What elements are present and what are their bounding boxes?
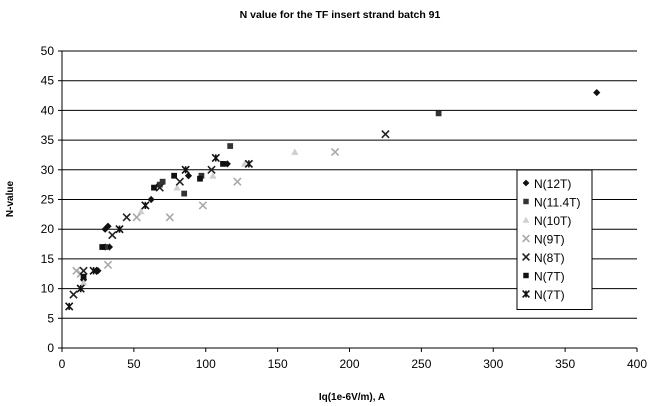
legend-marker [522,179,530,187]
data-point [79,266,88,275]
data-point [65,302,74,311]
data-point [151,184,157,191]
data-point [244,159,254,169]
data-point [220,160,226,167]
data-point [122,213,131,222]
data-point [104,222,112,230]
x-tick-label: 150 [268,357,288,371]
legend-box [516,169,593,310]
legend-label: N(10T) [534,214,571,228]
legend-marker [523,198,529,205]
x-tick-label: 350 [555,357,575,371]
tick-labels: 0 5 10 15 20 25 30 35 40 45 50 0 50 100 150 200 250 300 35… [41,44,648,371]
y-tick-label: 30 [41,163,55,177]
y-tick-label: 50 [41,44,55,58]
legend-marker [522,234,530,243]
y-tick-label: 0 [47,341,54,355]
data-point [108,230,117,240]
data-point [115,225,124,234]
legend-marker [522,253,530,261]
axes [58,50,638,352]
data-point [80,273,87,280]
series-2 [79,148,299,286]
data-point [381,129,390,139]
data-point [173,184,181,191]
data-point [198,172,205,179]
y-tick-label: 10 [41,282,55,296]
y-tick-label: 45 [41,74,55,88]
data-point [207,165,216,174]
legend: N(12T) N(11.4T) N(10T) N(9T) N(8T) N(7T) N(7T) [516,169,593,310]
legend-marker [522,216,530,223]
data-point [227,143,234,149]
legend-label: N(7T) [534,270,565,284]
data-point [89,266,98,275]
data-point [197,175,203,182]
data-point [171,172,178,179]
data-point [233,177,242,186]
chart-title: N value for the TF insert strand batch 9… [240,9,441,21]
data-point [240,160,249,167]
data-point [211,153,220,163]
data-point [72,266,81,275]
y-tick-label: 25 [41,193,55,207]
grid [62,50,637,349]
y-tick-label: 5 [47,311,54,325]
x-tick-label: 100 [196,357,216,371]
data-point [593,88,601,97]
series-6 [65,153,254,311]
data-point [435,110,442,117]
data-point [103,260,113,270]
data-point [198,201,208,210]
series-4 [69,129,390,299]
data-point [175,177,185,186]
data-point [94,267,102,275]
data-point [159,178,166,185]
x-tick-label: 200 [339,357,359,371]
data-points [65,88,601,311]
legend-label: N(11.4T) [534,196,580,210]
data-point [330,147,340,157]
data-point [141,201,150,210]
data-point [137,207,145,215]
legend-marker [523,272,529,279]
x-tick-label: 50 [127,357,141,371]
y-tick-label: 40 [41,103,55,117]
data-point [99,244,106,250]
legend-label: N(12T) [534,177,571,191]
x-tick-label: 250 [411,357,431,371]
y-axis-label: N-value [5,181,16,218]
y-tick-label: 20 [41,222,55,236]
series-3 [72,147,340,278]
x-tick-label: 400 [627,357,647,371]
data-point [76,284,85,293]
data-point [132,213,141,222]
data-point [209,172,217,179]
x-tick-label: 0 [59,357,66,371]
data-point [147,195,155,204]
x-tick-label: 300 [483,357,503,371]
legend-marker [522,290,530,298]
y-tick-label: 15 [41,252,55,266]
data-point [291,148,299,155]
data-point [156,181,163,188]
series-5 [80,160,226,280]
data-point [184,172,193,180]
y-tick-label: 35 [41,133,55,147]
data-point [79,279,88,286]
legend-label: N(9T) [534,233,565,247]
data-point [165,213,174,222]
data-point [155,183,164,192]
data-point [181,190,188,197]
legend-label: N(8T) [534,251,565,265]
data-point [69,290,78,299]
data-point [181,165,190,174]
x-axis-label: Iq(1e-6V/m), A [319,392,385,403]
legend-label: N(7T) [534,288,565,302]
